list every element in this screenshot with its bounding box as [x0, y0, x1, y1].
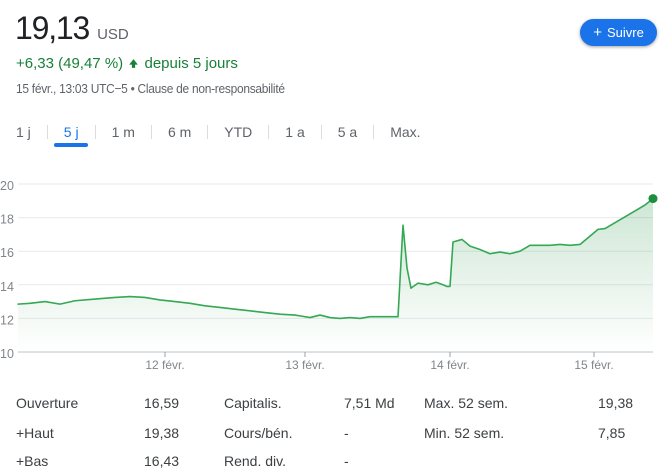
svg-text:16: 16 — [0, 246, 14, 260]
svg-text:18: 18 — [0, 213, 14, 227]
svg-text:14 févr.: 14 févr. — [430, 358, 469, 372]
svg-text:10: 10 — [0, 347, 14, 361]
svg-text:15 févr.: 15 févr. — [574, 358, 613, 372]
svg-text:12 févr.: 12 févr. — [145, 358, 184, 372]
svg-text:13 févr.: 13 févr. — [285, 358, 324, 372]
svg-text:20: 20 — [0, 179, 14, 193]
svg-text:12: 12 — [0, 313, 14, 327]
svg-text:14: 14 — [0, 280, 14, 294]
